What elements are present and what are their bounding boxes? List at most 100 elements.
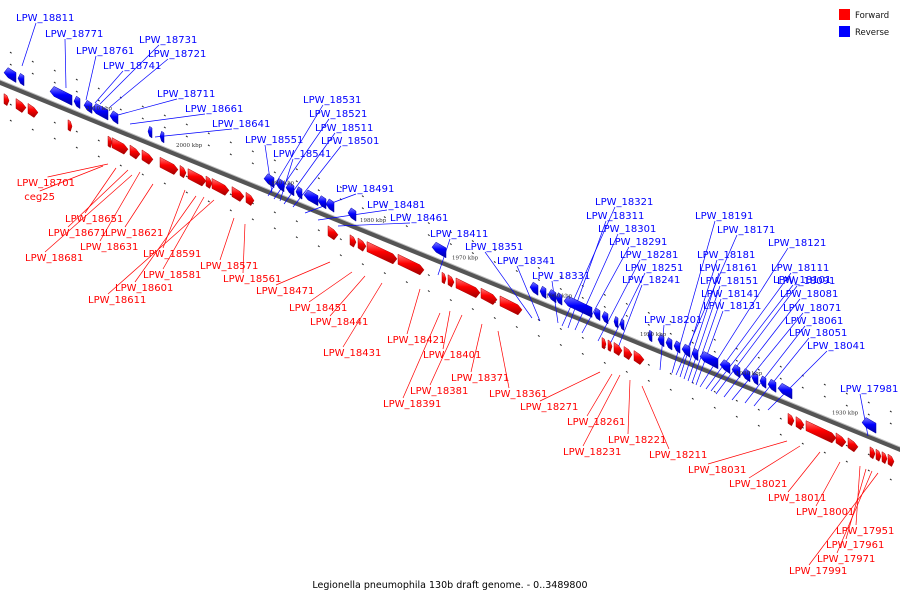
forward-label-lpw-18611[interactable]: LPW_18611	[88, 295, 146, 306]
forward-label-lpw-18581[interactable]: LPW_18581	[143, 270, 201, 281]
reverse-label-lpw-18321[interactable]: LPW_18321	[595, 197, 653, 208]
reverse-label-lpw-18711[interactable]: LPW_18711	[157, 89, 215, 100]
forward-gene-10[interactable]	[187, 168, 207, 187]
reverse-label-lpw-18121[interactable]: LPW_18121	[768, 238, 826, 249]
forward-gene-8[interactable]	[159, 156, 179, 175]
reverse-gene-26[interactable]	[619, 318, 625, 331]
reverse-gene-10[interactable]	[275, 178, 285, 193]
reverse-label-lpw-18311[interactable]: LPW_18311	[586, 211, 644, 222]
forward-gene-9[interactable]	[179, 164, 187, 179]
reverse-gene-13[interactable]	[303, 189, 319, 207]
forward-gene-19[interactable]	[397, 253, 425, 276]
reverse-gene-40[interactable]	[777, 382, 793, 400]
reverse-gene-33[interactable]	[699, 351, 719, 370]
reverse-gene-38[interactable]	[759, 375, 767, 389]
reverse-gene-23[interactable]	[593, 307, 601, 322]
reverse-label-lpw-18291[interactable]: LPW_18291	[609, 237, 667, 248]
forward-gene-26[interactable]	[607, 339, 613, 352]
forward-gene-18[interactable]	[366, 241, 398, 265]
reverse-gene-17[interactable]	[431, 241, 447, 259]
reverse-gene-2[interactable]	[49, 86, 73, 106]
forward-gene-30[interactable]	[787, 412, 795, 427]
forward-label-lpw-18471[interactable]: LPW_18471	[256, 286, 314, 297]
forward-gene-3[interactable]	[67, 119, 73, 132]
reverse-gene-30[interactable]	[673, 340, 681, 354]
reverse-label-lpw-18481[interactable]: LPW_18481	[367, 200, 425, 211]
reverse-label-lpw-18551[interactable]: LPW_18551	[245, 135, 303, 146]
forward-gene-37[interactable]	[881, 451, 888, 465]
reverse-label-lpw-18061[interactable]: LPW_18061	[785, 316, 843, 327]
forward-gene-16[interactable]	[349, 234, 357, 248]
forward-gene-1[interactable]	[15, 98, 27, 113]
reverse-label-lpw-18341[interactable]: LPW_18341	[497, 256, 555, 267]
forward-gene-13[interactable]	[231, 186, 245, 202]
reverse-label-lpw-18771[interactable]: LPW_18771	[45, 29, 103, 40]
forward-label-lpw-18361[interactable]: LPW_18361	[489, 389, 547, 400]
reverse-label-lpw-18641[interactable]: LPW_18641	[212, 119, 270, 130]
reverse-gene-37[interactable]	[751, 372, 759, 386]
forward-label-lpw-18401[interactable]: LPW_18401	[423, 350, 481, 361]
reverse-label-lpw-18491[interactable]: LPW_18491	[336, 184, 394, 195]
reverse-label-lpw-18181[interactable]: LPW_18181	[697, 250, 755, 261]
reverse-label-lpw-18521[interactable]: LPW_18521	[309, 109, 367, 120]
reverse-label-lpw-18301[interactable]: LPW_18301	[598, 224, 656, 235]
forward-gene-23[interactable]	[480, 287, 498, 305]
reverse-label-lpw-18501[interactable]: LPW_18501	[321, 136, 379, 147]
forward-gene-33[interactable]	[835, 432, 847, 448]
forward-label-lpw-18221[interactable]: LPW_18221	[608, 435, 666, 446]
reverse-gene-7[interactable]	[147, 125, 153, 139]
reverse-label-lpw-18411[interactable]: LPW_18411	[430, 229, 488, 240]
forward-label-lpw-18571[interactable]: LPW_18571	[200, 261, 258, 272]
forward-label-lpw-17971[interactable]: LPW_17971	[817, 554, 875, 565]
reverse-gene-0[interactable]	[3, 67, 17, 83]
forward-label-lpw-17991[interactable]: LPW_17991	[789, 566, 847, 577]
forward-gene-27[interactable]	[613, 341, 623, 356]
reverse-label-lpw-18761[interactable]: LPW_18761	[76, 46, 134, 57]
forward-gene-12[interactable]	[211, 178, 230, 196]
forward-label-lpw-18591[interactable]: LPW_18591	[143, 249, 201, 260]
forward-label-lpw-17961[interactable]: LPW_17961	[826, 540, 884, 551]
forward-gene-35[interactable]	[869, 446, 876, 460]
reverse-gene-9[interactable]	[263, 173, 275, 189]
reverse-label-lpw-18141[interactable]: LPW_18141	[701, 289, 759, 300]
reverse-gene-36[interactable]	[741, 368, 751, 383]
reverse-label-lpw-18201[interactable]: LPW_18201	[644, 315, 702, 326]
forward-label-lpw-18451[interactable]: LPW_18451	[289, 303, 347, 314]
reverse-gene-28[interactable]	[657, 333, 665, 348]
forward-label-lpw-18371[interactable]: LPW_18371	[451, 373, 509, 384]
forward-gene-38[interactable]	[887, 453, 895, 467]
reverse-gene-21[interactable]	[555, 292, 563, 306]
reverse-gene-22[interactable]	[563, 295, 593, 318]
forward-label-lpw-18701[interactable]: LPW_18701	[17, 178, 75, 189]
reverse-label-lpw-18111[interactable]: LPW_18111	[771, 263, 829, 274]
forward-gene-11[interactable]	[205, 175, 213, 189]
forward-gene-17[interactable]	[357, 237, 367, 252]
forward-gene-21[interactable]	[447, 274, 455, 288]
forward-label-lpw-18631[interactable]: LPW_18631	[80, 242, 138, 253]
reverse-gene-34[interactable]	[719, 359, 731, 375]
reverse-label-lpw-18351[interactable]: LPW_18351	[465, 242, 523, 253]
reverse-label-lpw-18091[interactable]: LPW_18091	[777, 276, 835, 287]
reverse-gene-14[interactable]	[317, 195, 327, 210]
forward-gene-7[interactable]	[141, 149, 154, 165]
forward-label-lpw-18261[interactable]: LPW_18261	[567, 417, 625, 428]
reverse-label-lpw-18081[interactable]: LPW_18081	[780, 289, 838, 300]
forward-label-lpw-18601[interactable]: LPW_18601	[115, 283, 173, 294]
forward-gene-34[interactable]	[847, 437, 859, 453]
reverse-label-lpw-18071[interactable]: LPW_18071	[783, 303, 841, 314]
forward-label-lpw-18031[interactable]: LPW_18031	[688, 465, 746, 476]
reverse-label-lpw-18461[interactable]: LPW_18461	[390, 213, 448, 224]
reverse-gene-27[interactable]	[647, 329, 653, 343]
forward-gene-14[interactable]	[245, 191, 255, 206]
reverse-label-lpw-18131[interactable]: LPW_18131	[703, 301, 761, 312]
forward-gene-20[interactable]	[441, 271, 447, 285]
forward-gene-29[interactable]	[633, 350, 645, 365]
reverse-gene-32[interactable]	[691, 347, 699, 362]
forward-label-lpw-18651[interactable]: LPW_18651	[65, 214, 123, 225]
forward-gene-2[interactable]	[27, 102, 39, 118]
forward-label-lpw-18021[interactable]: LPW_18021	[729, 479, 787, 490]
forward-label-lpw-18441[interactable]: LPW_18441	[310, 317, 368, 328]
reverse-label-lpw-18041[interactable]: LPW_18041	[807, 341, 865, 352]
forward-gene-36[interactable]	[875, 448, 882, 462]
reverse-gene-31[interactable]	[681, 343, 691, 358]
